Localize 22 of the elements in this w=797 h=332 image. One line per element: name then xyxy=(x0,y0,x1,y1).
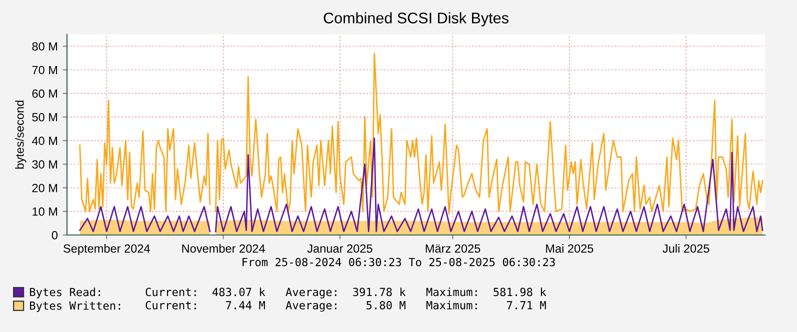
x-tick-label: Januar 2025 xyxy=(307,244,372,253)
y-tick-label: 0 xyxy=(52,231,58,240)
y-tick-label: 30 M xyxy=(32,160,58,169)
y-tick-label: 10 M xyxy=(32,207,58,216)
text: Current: 7.44 M Average: 5.80 M Maximum: 7.71 M xyxy=(146,300,546,312)
y-tick-label: 80 M xyxy=(32,42,58,51)
y-tick-label: 20 M xyxy=(32,184,58,192)
y-axis-title: bytes/second xyxy=(15,100,26,169)
x-tick-label: November 2024 xyxy=(182,244,265,253)
text: Current: 483.07 k Average: 391.78 k Maximum: 581.98 k xyxy=(146,288,546,298)
x-tick-label: September 2024 xyxy=(64,244,150,256)
legend-label: Bytes Read: xyxy=(30,288,100,298)
legend-label: Bytes Written: xyxy=(30,301,120,312)
x-tick-label: Mai 2025 xyxy=(546,244,594,253)
y-tick-label: 50 M xyxy=(32,113,58,122)
y-tick-label: 60 M xyxy=(32,89,58,98)
text: From 25-08-2024 06:30:23 To 25-08-2025 06:30:23 xyxy=(242,258,555,266)
x-tick-label: Juli 2025 xyxy=(662,244,710,253)
y-tick-label: 70 M xyxy=(32,66,58,74)
y-tick-label: 40 M xyxy=(32,136,58,145)
chart-title: Combined SCSI Disk Bytes xyxy=(324,12,508,26)
x-tick-label: März 2025 xyxy=(426,244,480,253)
